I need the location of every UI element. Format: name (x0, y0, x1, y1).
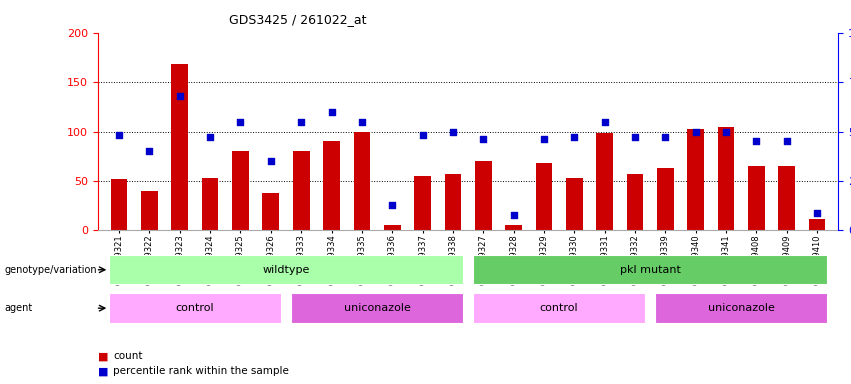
Point (477, 136, 490, 142)
Bar (626, 174, 643, 230)
Bar (535, 163, 552, 230)
Bar (202, 178, 219, 230)
Point (537, 136, 551, 142)
Point (506, 212, 520, 218)
Point (294, 119, 308, 125)
Bar (808, 218, 825, 230)
Bar (353, 131, 370, 230)
Bar (657, 168, 674, 230)
Bar (475, 161, 492, 230)
Text: wildtype: wildtype (262, 265, 310, 275)
Bar (262, 193, 279, 230)
Bar (323, 141, 340, 230)
Bar (384, 225, 401, 230)
Text: control: control (540, 303, 579, 313)
Text: genotype/variation: genotype/variation (4, 265, 97, 275)
Point (112, 132, 126, 139)
Point (750, 138, 763, 144)
Point (203, 134, 217, 141)
Bar (444, 174, 461, 230)
Text: pkl mutant: pkl mutant (620, 265, 681, 275)
Point (143, 148, 157, 154)
Point (386, 202, 399, 208)
Text: GDS3425 / 261022_at: GDS3425 / 261022_at (229, 13, 367, 26)
Point (355, 119, 368, 125)
Bar (688, 129, 704, 230)
Bar (293, 151, 310, 230)
Point (628, 134, 642, 141)
Bar (779, 166, 795, 230)
Bar (232, 151, 248, 230)
Bar (566, 178, 583, 230)
Point (659, 134, 672, 141)
Point (264, 158, 277, 164)
Text: agent: agent (4, 303, 32, 313)
Text: count: count (113, 351, 143, 361)
Bar (111, 179, 128, 230)
Bar (171, 64, 188, 230)
Bar (597, 134, 613, 230)
Text: uniconazole: uniconazole (344, 303, 410, 313)
Point (173, 93, 186, 99)
Point (688, 128, 702, 135)
Text: ■: ■ (98, 366, 108, 376)
Bar (414, 176, 431, 230)
Bar (473, 293, 645, 323)
Point (597, 119, 611, 125)
Point (719, 128, 733, 135)
Text: ■: ■ (98, 351, 108, 361)
Bar (748, 166, 765, 230)
Text: control: control (175, 303, 214, 313)
Bar (109, 255, 463, 285)
Point (810, 210, 824, 216)
Bar (655, 293, 827, 323)
Text: uniconazole: uniconazole (708, 303, 774, 313)
Bar (505, 225, 522, 230)
Text: percentile rank within the sample: percentile rank within the sample (113, 366, 289, 376)
Bar (291, 293, 463, 323)
Point (416, 132, 430, 139)
Point (568, 134, 581, 141)
Point (325, 109, 339, 115)
Point (234, 119, 248, 125)
Bar (717, 127, 734, 230)
Bar (473, 255, 827, 285)
Point (446, 128, 460, 135)
Bar (141, 191, 157, 230)
Bar (109, 293, 281, 323)
Point (780, 138, 793, 144)
